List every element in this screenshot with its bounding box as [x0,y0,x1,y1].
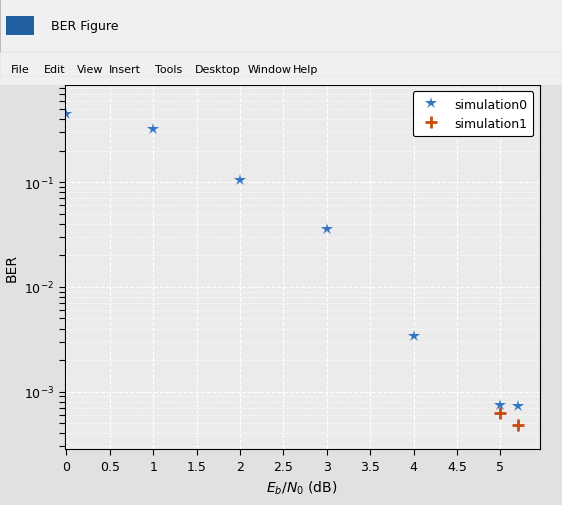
Text: File: File [11,65,30,75]
Text: Tools: Tools [155,65,182,75]
X-axis label: $E_b/N_0$ (dB): $E_b/N_0$ (dB) [266,478,338,496]
simulation0 [497,402,504,408]
Text: Window: Window [247,65,291,75]
simulation0 [324,226,330,232]
simulation1 [514,422,521,428]
simulation1 [523,459,530,465]
Text: Edit: Edit [44,65,65,75]
Line: simulation1: simulation1 [494,407,533,468]
simulation0 [237,178,243,184]
Text: Desktop: Desktop [194,65,240,75]
simulation0 [410,333,417,339]
Text: Help: Help [293,65,319,75]
simulation1 [497,411,504,417]
Line: simulation0: simulation0 [60,109,524,413]
Legend: simulation0, simulation1: simulation0, simulation1 [413,92,533,137]
simulation0 [63,112,70,118]
Text: BER Figure: BER Figure [51,20,118,33]
Text: Insert: Insert [109,65,141,75]
simulation0 [150,127,157,133]
simulation0 [514,403,521,410]
Y-axis label: BER: BER [4,254,19,282]
Text: View: View [76,65,103,75]
